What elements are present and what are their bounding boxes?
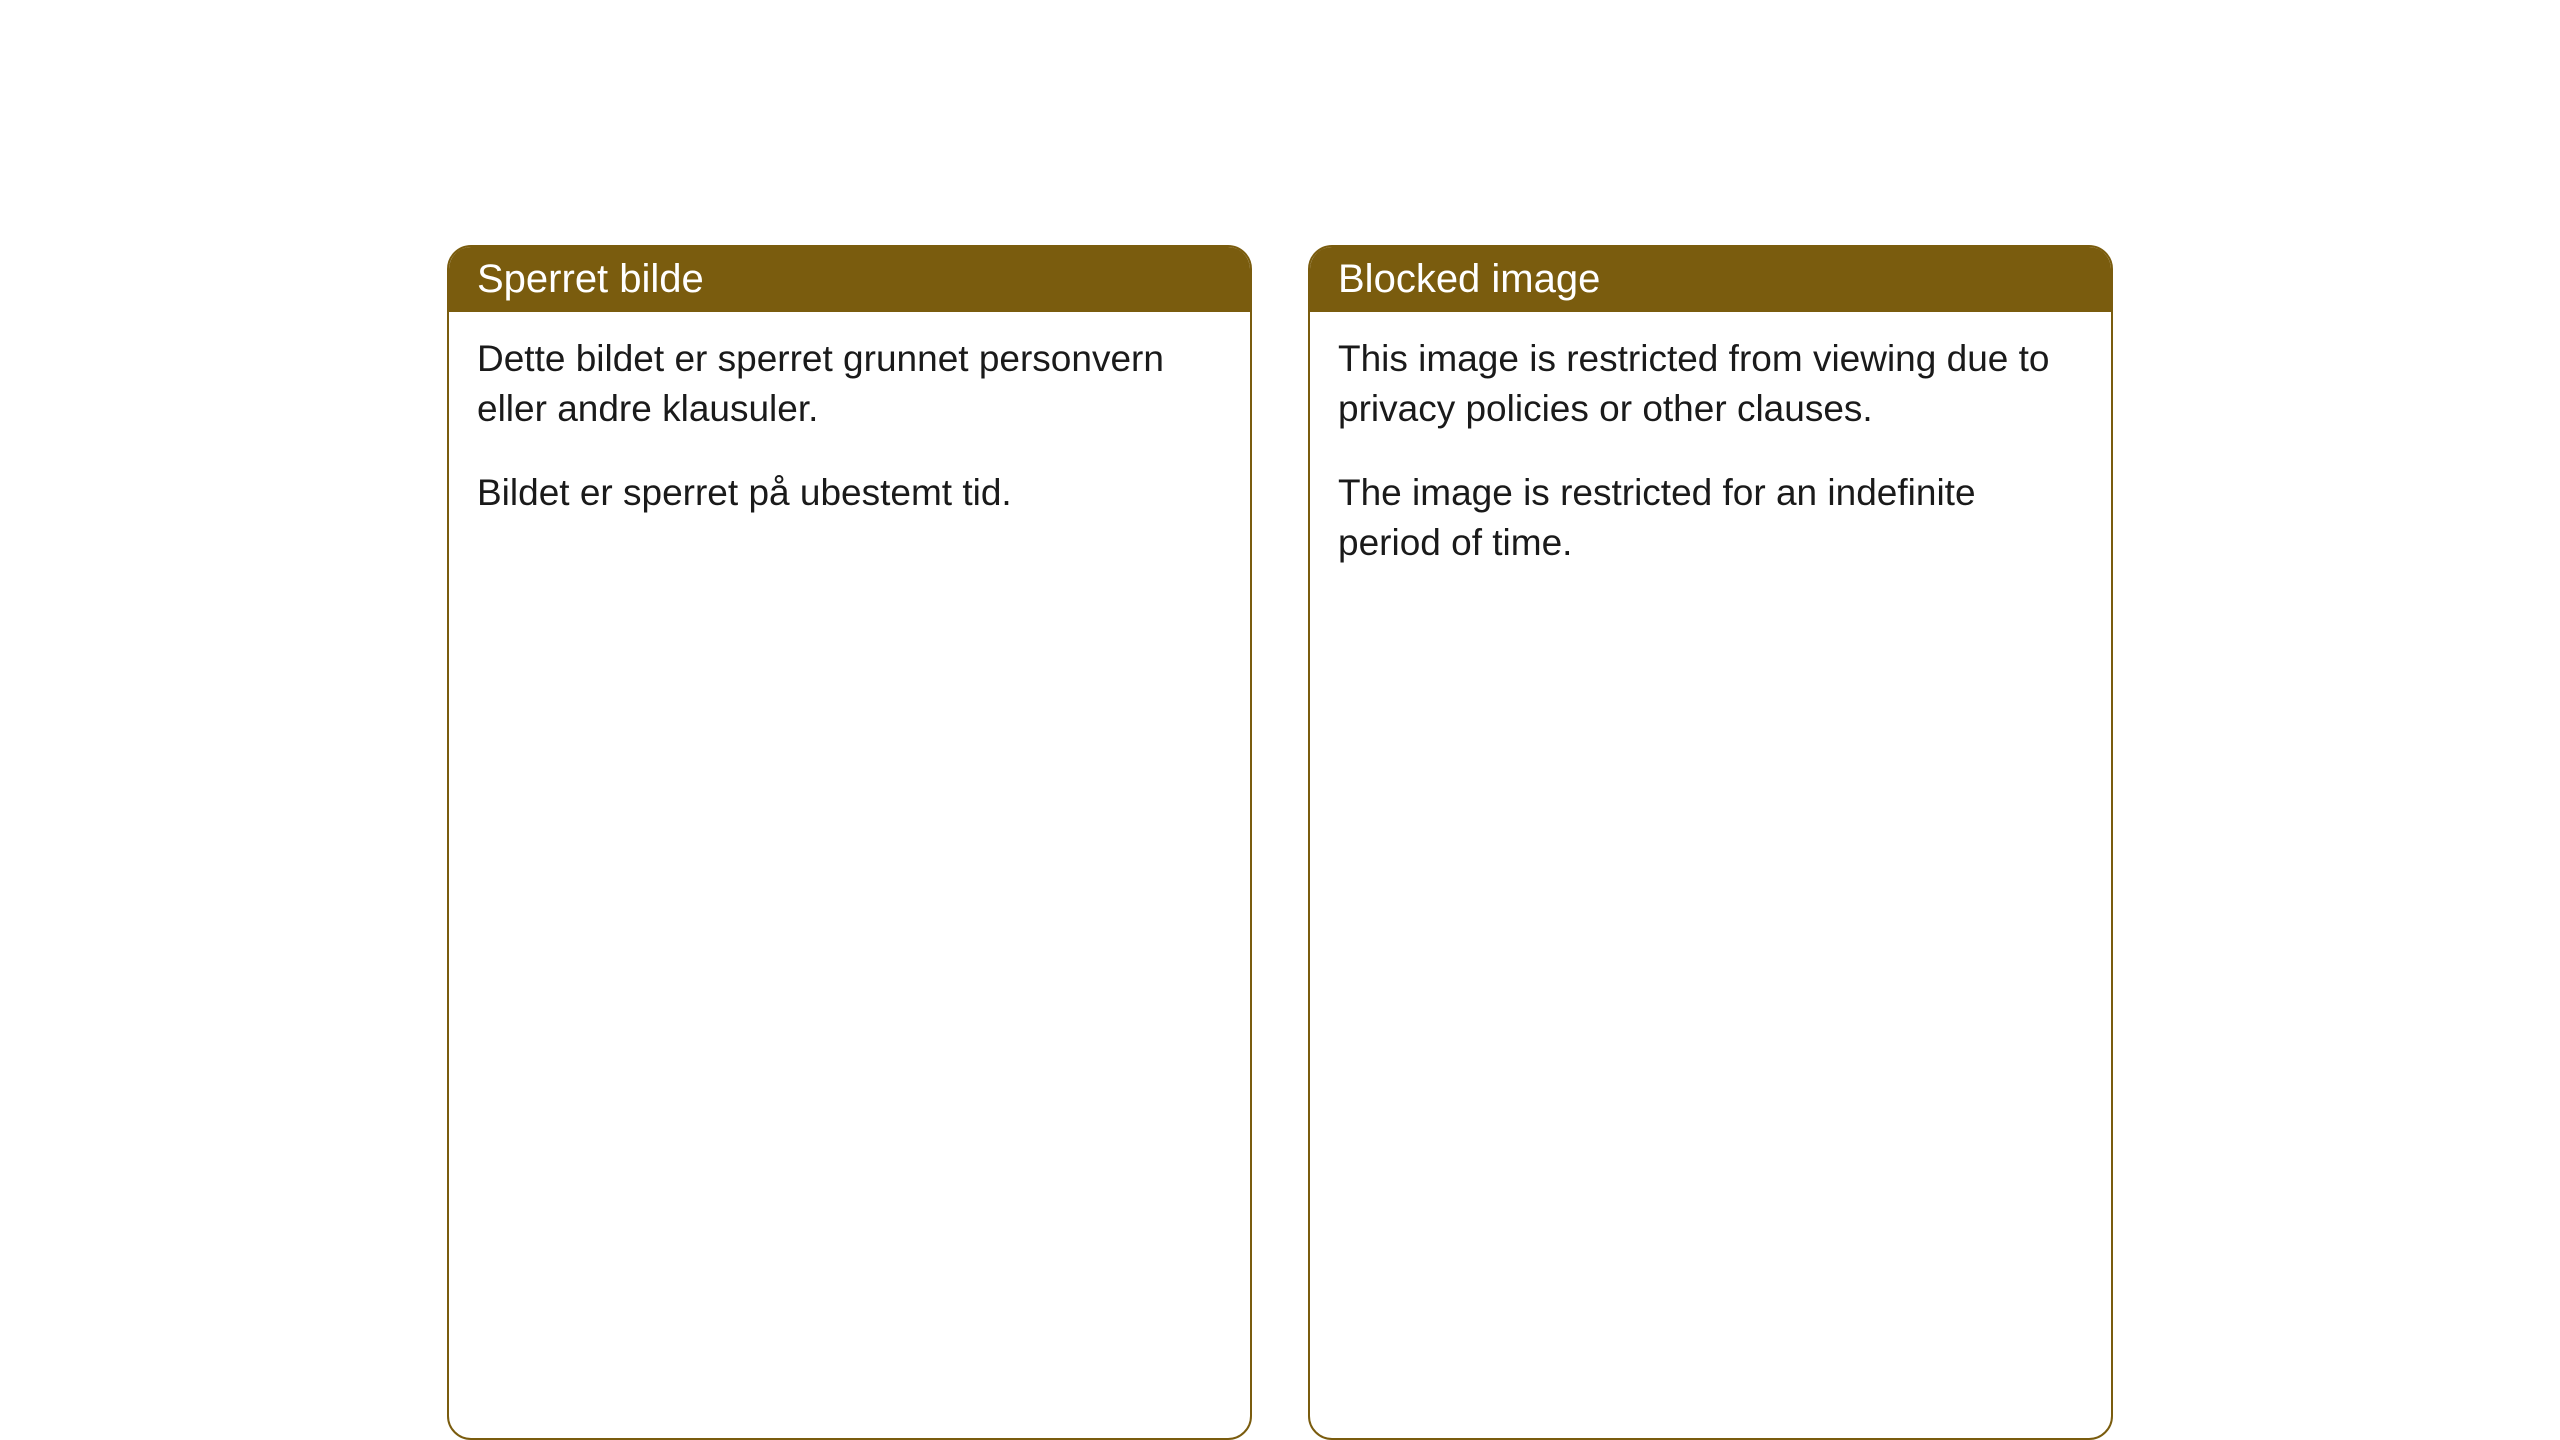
card-paragraph-1: Dette bildet er sperret grunnet personve…: [477, 334, 1222, 434]
card-body: This image is restricted from viewing du…: [1310, 312, 2111, 608]
card-header: Sperret bilde: [449, 247, 1250, 312]
notice-card-norwegian: Sperret bilde Dette bildet er sperret gr…: [447, 245, 1252, 1440]
card-header: Blocked image: [1310, 247, 2111, 312]
card-body: Dette bildet er sperret grunnet personve…: [449, 312, 1250, 558]
card-title: Blocked image: [1338, 257, 1600, 301]
card-paragraph-1: This image is restricted from viewing du…: [1338, 334, 2083, 434]
card-paragraph-2: The image is restricted for an indefinit…: [1338, 468, 2083, 568]
card-title: Sperret bilde: [477, 257, 704, 301]
notice-card-english: Blocked image This image is restricted f…: [1308, 245, 2113, 1440]
card-paragraph-2: Bildet er sperret på ubestemt tid.: [477, 468, 1222, 518]
notice-container: Sperret bilde Dette bildet er sperret gr…: [447, 245, 2113, 1440]
